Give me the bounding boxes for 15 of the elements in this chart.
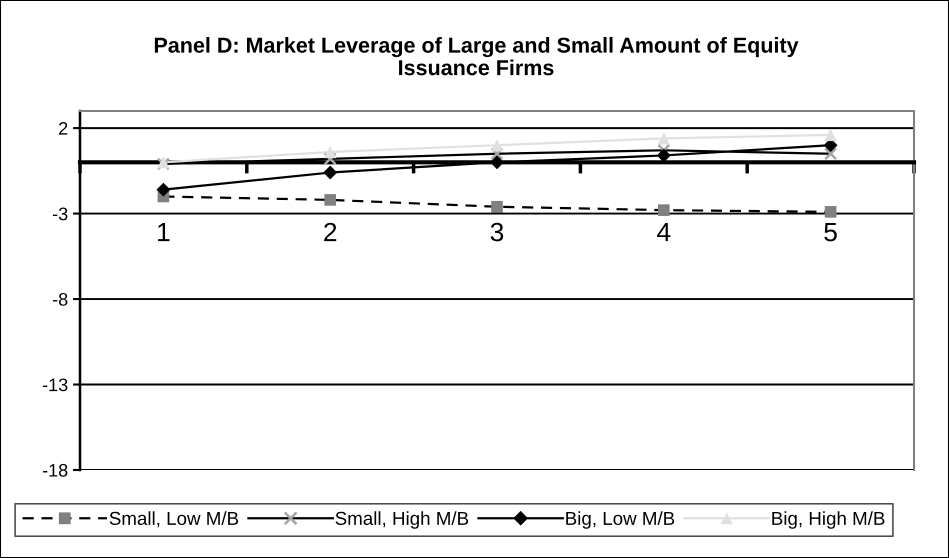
legend-label: Small, Low M/B [110,511,238,528]
x-tick-label: 2 [324,222,336,242]
x-tick-label: 5 [824,222,837,242]
y-tick-label: -3 [52,208,68,220]
y-tick-label: -13 [42,378,68,392]
x-tick-label: 3 [490,222,504,242]
legend-label: Small, High M/B [336,511,468,529]
chart-title: Panel D: Market Leverage of Large and Small Amount of Equity Issuance Firms [154,37,798,76]
y-tick-label: 2 [59,122,68,135]
legend-label: Big, High M/B [772,511,884,529]
y-tick-label: -18 [42,464,68,477]
x-tick-label: 4 [657,222,670,242]
x-tick-label: 1 [158,222,170,242]
legend-label: Big, Low M/B [566,511,674,529]
y-tick-label: -8 [52,292,68,306]
